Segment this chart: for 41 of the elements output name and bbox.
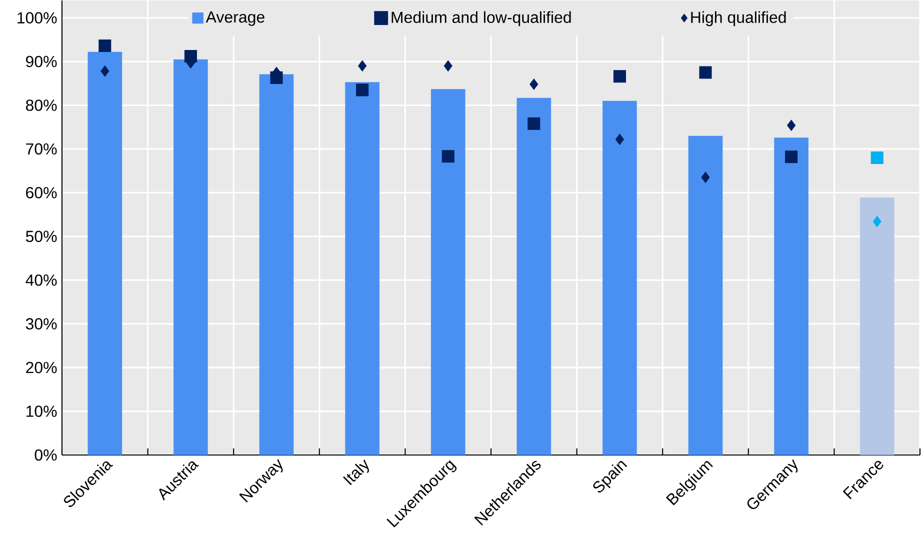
point [787, 120, 796, 131]
point [785, 150, 798, 164]
bar [860, 197, 894, 455]
y-tick-label: 90% [26, 56, 57, 68]
point [100, 66, 110, 77]
bar [259, 74, 294, 455]
point [699, 66, 712, 79]
bar [345, 82, 380, 455]
y-tick-label: 10% [26, 406, 57, 417]
point [530, 78, 538, 90]
point [872, 216, 882, 228]
y-tick-label: 20% [26, 362, 57, 374]
y-tick-label: 30% [26, 318, 57, 330]
y-tick-label: 60% [26, 187, 57, 198]
bar [174, 59, 208, 455]
point [442, 150, 454, 163]
point [613, 70, 626, 83]
y-tick-label: 100% [18, 12, 57, 24]
point [98, 40, 112, 52]
x-tick-label: Italy [343, 459, 369, 486]
legend-label: Medium and low-qualified [392, 11, 571, 26]
bar [602, 100, 637, 455]
legend-label: High qualified [691, 11, 786, 26]
point [615, 134, 624, 145]
bar [688, 136, 723, 455]
bar [516, 98, 552, 455]
y-tick-label: 40% [26, 274, 57, 286]
point [444, 60, 452, 72]
point [701, 172, 710, 183]
point [870, 151, 884, 164]
y-tick-label: 70% [26, 143, 57, 155]
legend-label: Average [206, 12, 264, 26]
point [356, 84, 369, 96]
y-tick-label: 80% [26, 100, 57, 111]
y-tick-label: 50% [26, 230, 57, 242]
point [358, 60, 367, 72]
y-tick-label: 0% [34, 449, 57, 461]
bar [430, 89, 466, 455]
bar [774, 138, 808, 455]
bar [88, 52, 122, 455]
point [528, 117, 540, 130]
